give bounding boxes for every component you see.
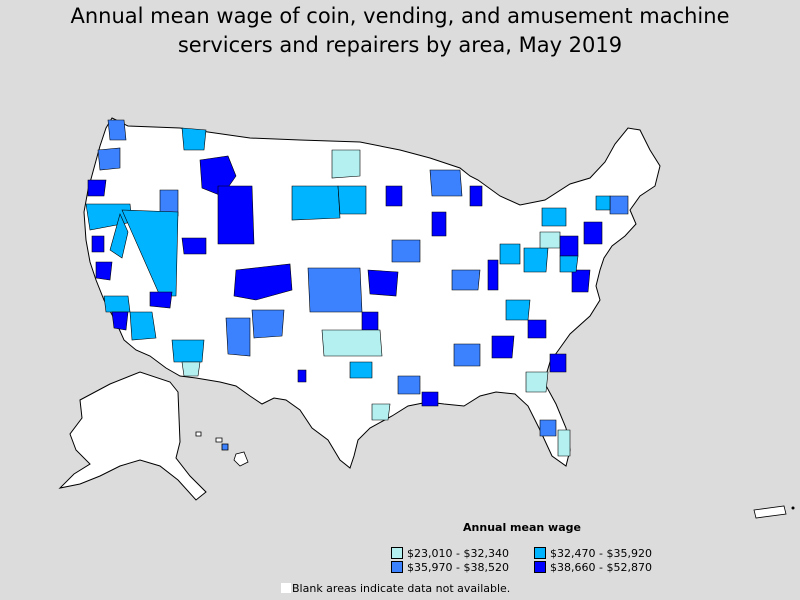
area-shape	[371, 403, 391, 421]
area-shape	[87, 179, 107, 197]
area-shape	[225, 317, 251, 357]
area-shape	[557, 429, 571, 457]
area-shape	[251, 309, 285, 339]
area-shape	[109, 213, 129, 259]
data-note: Blank areas indicate data not available.	[281, 582, 510, 595]
area-shape	[361, 311, 379, 331]
legend-label-4: $38,660 - $52,870	[550, 561, 652, 574]
area-fills	[85, 119, 629, 457]
area-shape	[421, 391, 439, 407]
area-shape	[539, 419, 557, 437]
area-shape	[233, 263, 293, 301]
area-shape	[331, 149, 361, 179]
area-shape	[397, 375, 421, 395]
map-title-line-2: servicers and repairers by area, May 201…	[177, 33, 623, 57]
area-shape	[97, 147, 121, 171]
area-shape	[451, 269, 481, 291]
area-shape	[103, 295, 131, 313]
area-shape	[571, 269, 591, 293]
area-shape	[391, 239, 421, 263]
area-shape	[181, 361, 201, 377]
legend-item-2: $32,470 - $35,920	[534, 547, 652, 560]
area-shape	[559, 255, 579, 273]
note-swatch	[281, 583, 291, 593]
area-shape	[91, 235, 105, 253]
hawaii-shape	[195, 431, 249, 467]
area-shape	[453, 343, 481, 367]
hawaii-area-shape	[221, 443, 229, 451]
legend-swatch-2	[534, 547, 546, 559]
area-shape	[523, 247, 549, 273]
area-shape	[595, 195, 611, 211]
area-shape	[469, 185, 483, 207]
legend-item-3: $35,970 - $38,520	[391, 561, 509, 574]
area-shape	[217, 185, 255, 245]
legend-item-1: $23,010 - $32,340	[391, 547, 509, 560]
area-shape	[539, 231, 561, 249]
legend-swatch-4	[534, 561, 546, 573]
map-title: Annual mean wage of coin, vending, and a…	[0, 2, 800, 60]
area-shape	[487, 259, 499, 291]
guam-marker	[791, 506, 795, 510]
area-shape	[609, 195, 629, 215]
legend-swatch-1	[391, 547, 403, 559]
area-shape	[385, 185, 403, 207]
area-shape	[583, 221, 603, 245]
area-shape	[505, 299, 531, 321]
area-shape	[491, 335, 515, 359]
area-shape	[107, 119, 127, 141]
area-shape	[499, 243, 521, 265]
area-shape	[549, 353, 567, 373]
area-shape	[111, 311, 129, 331]
area-shape	[429, 169, 463, 197]
legend-title: Annual mean wage	[463, 521, 581, 534]
area-shape	[349, 361, 373, 379]
map-title-line-1: Annual mean wage of coin, vending, and a…	[70, 4, 730, 28]
area-shape	[291, 185, 341, 221]
legend-swatch-3	[391, 561, 403, 573]
legend-label-2: $32,470 - $35,920	[550, 547, 652, 560]
area-shape	[541, 207, 567, 227]
area-shape	[171, 339, 205, 363]
area-shape	[559, 235, 579, 257]
area-shape	[527, 319, 547, 339]
note-text: Blank areas indicate data not available.	[292, 582, 511, 595]
legend-label-3: $35,970 - $38,520	[407, 561, 509, 574]
area-shape	[181, 127, 207, 151]
puerto-rico-shape	[753, 505, 787, 519]
legend-item-4: $38,660 - $52,870	[534, 561, 652, 574]
area-shape	[367, 269, 399, 297]
area-shape	[307, 267, 363, 313]
area-shape	[149, 291, 173, 309]
legend-label-1: $23,010 - $32,340	[407, 547, 509, 560]
area-shape	[431, 211, 447, 237]
area-shape	[337, 185, 367, 215]
area-shape	[121, 209, 179, 297]
area-shape	[129, 311, 157, 341]
area-shape	[297, 369, 307, 383]
area-shape	[321, 329, 383, 357]
alaska-shape	[58, 371, 207, 501]
area-shape	[95, 261, 113, 281]
area-shape	[525, 371, 549, 393]
area-shape	[181, 237, 207, 255]
